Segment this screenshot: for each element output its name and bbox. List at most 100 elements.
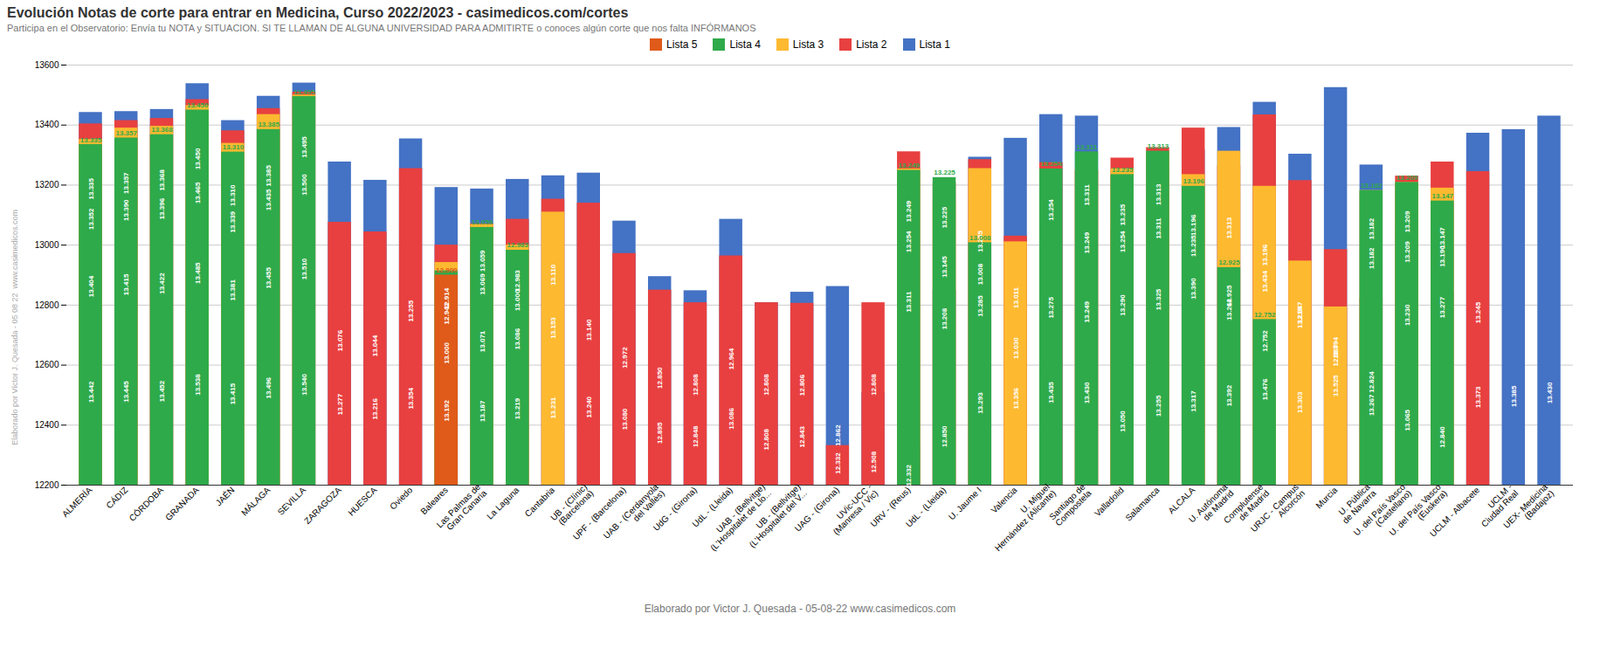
- svg-text:13.445: 13.445: [122, 380, 131, 403]
- svg-text:13.390: 13.390: [1189, 277, 1198, 300]
- svg-text:12.964: 12.964: [727, 347, 736, 370]
- svg-text:13.525: 13.525: [1331, 374, 1340, 397]
- svg-text:U. del País Vasco(Euskera): U. del País Vasco(Euskera): [1386, 482, 1449, 545]
- svg-text:13.311: 13.311: [1082, 184, 1091, 207]
- svg-text:12.332: 12.332: [834, 452, 842, 475]
- svg-text:URJC - CampusAlcorcón: URJC - CampusAlcorcón: [1248, 482, 1307, 540]
- svg-text:13.254: 13.254: [1047, 199, 1056, 221]
- svg-text:UPF - (Barcelona): UPF - (Barcelona): [571, 484, 628, 542]
- svg-text:JAÉN: JAÉN: [213, 484, 237, 509]
- svg-text:13.277: 13.277: [336, 393, 345, 415]
- svg-text:12.862: 12.862: [834, 424, 842, 447]
- svg-text:13.216: 13.216: [371, 397, 380, 420]
- svg-text:13.147: 13.147: [1432, 192, 1455, 200]
- svg-text:UdL - (Lleida): UdL - (Lleida): [903, 484, 948, 529]
- svg-text:U. Jaume I: U. Jaume I: [946, 484, 984, 522]
- svg-text:13.209: 13.209: [1403, 210, 1412, 233]
- svg-text:13.422: 13.422: [158, 272, 166, 295]
- svg-text:13.196: 13.196: [1182, 177, 1205, 186]
- svg-text:13.182: 13.182: [1367, 247, 1376, 269]
- svg-text:13.000: 13.000: [442, 342, 451, 365]
- svg-text:Salamanca: Salamanca: [1123, 484, 1161, 523]
- svg-text:13.254: 13.254: [1118, 230, 1127, 253]
- svg-text:13.385: 13.385: [264, 165, 273, 187]
- svg-text:13.430: 13.430: [1082, 381, 1091, 404]
- svg-text:Santiago deCompostela: Santiago deCompostela: [1047, 482, 1094, 529]
- svg-text:12.808: 12.808: [691, 373, 700, 396]
- svg-text:13.392: 13.392: [1225, 384, 1234, 407]
- svg-text:13.476: 13.476: [1261, 378, 1269, 400]
- svg-text:13.086: 13.086: [513, 327, 522, 350]
- svg-text:13.277: 13.277: [1438, 296, 1447, 318]
- svg-text:13.496: 13.496: [264, 376, 273, 399]
- svg-text:Valladolid: Valladolid: [1092, 484, 1126, 518]
- svg-text:13.267: 13.267: [1367, 393, 1376, 416]
- svg-text:13.465: 13.465: [193, 181, 202, 204]
- svg-text:13.245: 13.245: [1474, 301, 1483, 324]
- svg-text:13.335: 13.335: [87, 177, 96, 200]
- svg-text:12.808: 12.808: [869, 373, 878, 396]
- svg-text:13.187: 13.187: [478, 400, 487, 422]
- svg-text:ZARAGOZA: ZARAGOZA: [302, 484, 344, 526]
- svg-text:13.231: 13.231: [549, 396, 558, 419]
- svg-text:12.983: 12.983: [513, 269, 522, 292]
- svg-text:Murcia: Murcia: [1313, 484, 1339, 511]
- svg-text:13.442: 13.442: [87, 380, 96, 403]
- svg-text:13.435: 13.435: [264, 188, 273, 211]
- svg-text:13.249: 13.249: [898, 161, 921, 170]
- svg-text:13.311: 13.311: [1075, 143, 1098, 152]
- svg-text:13.275: 13.275: [1047, 296, 1056, 319]
- svg-text:13.450: 13.450: [193, 147, 202, 170]
- svg-text:13.450: 13.450: [186, 101, 209, 110]
- svg-text:13.538: 13.538: [193, 373, 202, 396]
- svg-text:UAB - (Cerdanyoladel Vallès): UAB - (Cerdanyoladel Vallès): [601, 482, 668, 548]
- svg-text:13.354: 13.354: [406, 387, 415, 410]
- svg-text:13.455: 13.455: [264, 267, 273, 290]
- svg-text:U. MiguelHernández (Alicante): U. MiguelHernández (Alicante): [986, 482, 1058, 553]
- svg-text:13.325: 13.325: [1154, 288, 1163, 311]
- svg-text:Oviedo: Oviedo: [387, 484, 414, 511]
- svg-text:13.404: 13.404: [87, 275, 96, 297]
- svg-text:13.209: 13.209: [1403, 241, 1412, 263]
- svg-text:13.356: 13.356: [1012, 386, 1021, 409]
- svg-text:CÁDIZ: CÁDIZ: [103, 484, 131, 511]
- svg-text:13.285: 13.285: [976, 295, 985, 318]
- svg-text:12.972: 12.972: [620, 346, 629, 369]
- svg-text:13.059: 13.059: [478, 249, 487, 272]
- svg-text:13.290: 13.290: [1118, 294, 1127, 317]
- svg-text:13.249: 13.249: [1082, 231, 1091, 254]
- svg-text:13.311: 13.311: [904, 290, 913, 313]
- svg-text:13.495: 13.495: [293, 88, 316, 97]
- svg-text:CÓRDOBA: CÓRDOBA: [126, 483, 166, 523]
- svg-text:12.925: 12.925: [1225, 284, 1234, 307]
- svg-text:13.303: 13.303: [1296, 391, 1304, 414]
- svg-text:13.249: 13.249: [904, 200, 913, 222]
- svg-text:ALMERÍA: ALMERÍA: [59, 483, 95, 519]
- svg-text:13.540: 13.540: [300, 373, 309, 396]
- svg-text:13.373: 13.373: [1474, 386, 1483, 408]
- svg-text:13.415: 13.415: [122, 273, 131, 296]
- svg-text:13.086: 13.086: [727, 407, 736, 430]
- svg-text:13.249: 13.249: [1082, 300, 1091, 323]
- svg-text:13.510: 13.510: [300, 257, 309, 280]
- svg-text:12.824: 12.824: [1367, 371, 1376, 394]
- svg-text:12.752: 12.752: [1254, 310, 1276, 319]
- svg-text:13.485: 13.485: [193, 262, 202, 284]
- svg-text:UCLM - Albacete: UCLM - Albacete: [1427, 484, 1483, 539]
- svg-text:13200: 13200: [34, 179, 60, 190]
- svg-text:13.254: 13.254: [1041, 159, 1063, 168]
- svg-text:13.235: 13.235: [1189, 234, 1198, 257]
- svg-text:13.311: 13.311: [1154, 217, 1163, 240]
- svg-text:13.313: 13.313: [1147, 142, 1170, 151]
- svg-text:13600: 13600: [34, 60, 60, 70]
- svg-text:13.196: 13.196: [1189, 213, 1198, 236]
- svg-text:UdG - (Girona): UdG - (Girona): [651, 484, 700, 533]
- svg-text:HUESCA: HUESCA: [345, 484, 379, 518]
- svg-text:12800: 12800: [34, 300, 60, 311]
- svg-text:13.452: 13.452: [158, 379, 166, 402]
- svg-text:12.808: 12.808: [762, 373, 771, 396]
- svg-text:13.390: 13.390: [122, 199, 131, 221]
- svg-text:UEX- Medicina(Badajoz): UEX- Medicina(Badajoz): [1501, 482, 1556, 537]
- svg-text:13.317: 13.317: [1189, 390, 1198, 413]
- svg-text:13.240: 13.240: [585, 395, 594, 418]
